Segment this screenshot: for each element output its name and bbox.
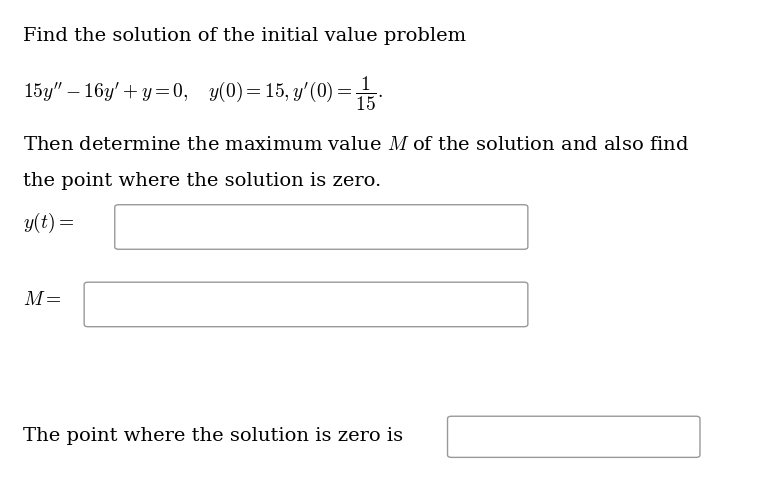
Text: $15y'' - 16y' + y = 0, \quad y(0) = 15, y'(0) = \dfrac{1}{15}.$: $15y'' - 16y' + y = 0, \quad y(0) = 15, … [23, 75, 383, 113]
Text: The point where the solution is zero is: The point where the solution is zero is [23, 426, 403, 445]
FancyBboxPatch shape [84, 282, 528, 327]
FancyBboxPatch shape [448, 416, 700, 457]
Text: $M =$: $M =$ [23, 291, 61, 309]
Text: the point where the solution is zero.: the point where the solution is zero. [23, 172, 381, 190]
Text: Then determine the maximum value $M$ of the solution and also find: Then determine the maximum value $M$ of … [23, 136, 689, 153]
FancyBboxPatch shape [115, 205, 528, 249]
Text: Find the solution of the initial value problem: Find the solution of the initial value p… [23, 27, 466, 45]
Text: $y(t) =$: $y(t) =$ [23, 211, 74, 235]
